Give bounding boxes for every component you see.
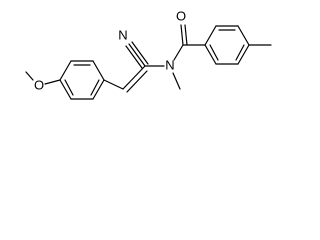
bond — [204, 25, 217, 46]
bond — [103, 79, 124, 90]
bond — [173, 44, 184, 61]
bonds — [25, 24, 272, 100]
bond — [237, 44, 250, 65]
bond-inner — [64, 79, 74, 96]
bond — [44, 79, 61, 85]
atom-label: O — [176, 8, 186, 23]
bond — [122, 65, 146, 90]
bond — [92, 60, 105, 81]
bond — [172, 72, 181, 90]
bond-inner — [235, 44, 245, 61]
structure-diagram: O N N O — [25, 8, 272, 100]
atom-label: O — [34, 77, 44, 92]
bond-inner — [90, 79, 100, 96]
bond — [125, 45, 143, 69]
atom-label: N — [165, 57, 174, 72]
bond — [204, 44, 217, 65]
bond — [59, 60, 72, 81]
bond — [92, 79, 105, 100]
bond — [25, 71, 34, 81]
bond — [131, 41, 149, 65]
bond-inner — [209, 44, 219, 61]
bond-inner — [126, 70, 148, 93]
bond — [184, 24, 188, 46]
bond — [237, 25, 250, 46]
bond — [128, 43, 146, 67]
bond — [180, 24, 184, 46]
atom-label: N — [118, 27, 127, 42]
bond — [59, 79, 72, 100]
